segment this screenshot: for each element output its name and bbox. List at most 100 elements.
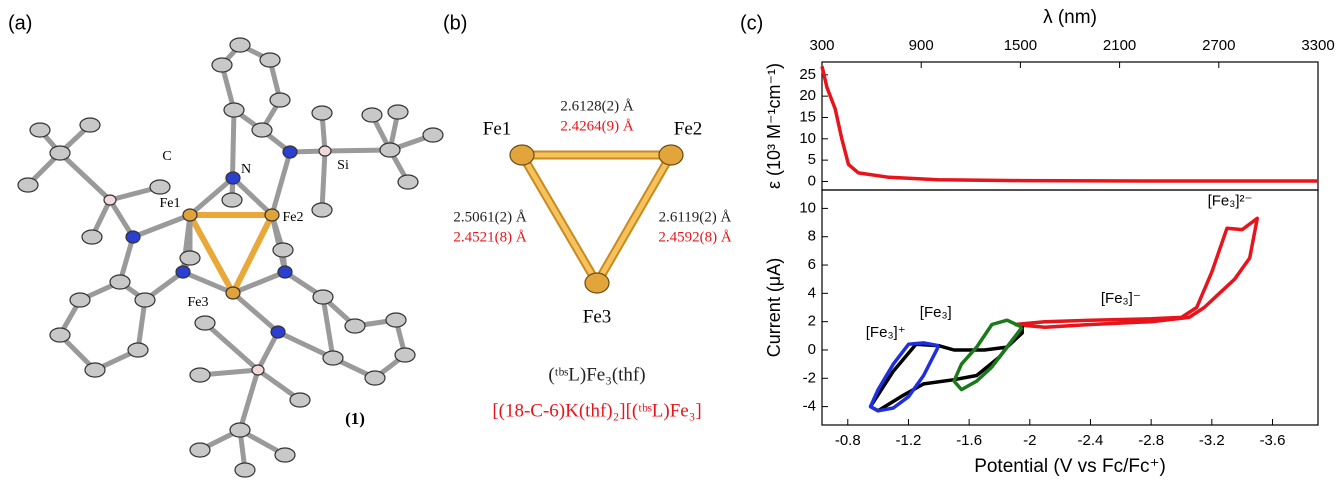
distance: 2.5061(2) Å <box>453 209 526 225</box>
atom <box>85 363 105 377</box>
atom <box>126 231 140 243</box>
atom <box>345 319 365 333</box>
atom <box>312 203 332 217</box>
atom <box>313 290 333 304</box>
atom <box>260 53 280 67</box>
x-tick-label: -1.6 <box>956 432 982 449</box>
annotation: [Fe₃]⁻ <box>1101 290 1141 307</box>
y-tick-label: 20 <box>799 87 816 104</box>
atom-label: N <box>241 162 251 177</box>
y-tick-label: -2 <box>803 369 816 386</box>
fe-fe-bond-highlight <box>522 155 597 283</box>
atom <box>278 266 292 278</box>
bond <box>272 152 290 215</box>
atom <box>226 172 240 184</box>
distance: 2.6128(2) Å <box>560 98 633 114</box>
x-tick-label: -3.6 <box>1260 432 1286 449</box>
atom <box>388 105 408 119</box>
atom <box>128 343 148 357</box>
fe-label: Fe1 <box>483 118 512 139</box>
atom <box>395 348 415 362</box>
x-tick-label: 300 <box>809 37 834 54</box>
atom <box>319 146 331 156</box>
atom <box>195 316 215 330</box>
compound-label: (1) <box>345 409 365 428</box>
y-tick-label: 10 <box>799 199 816 216</box>
atom <box>380 143 400 157</box>
atom <box>190 443 210 457</box>
fe-atom <box>510 145 534 165</box>
atom <box>252 123 272 137</box>
x-tick-label: -1.2 <box>896 432 922 449</box>
panel-label: (b) <box>443 12 467 34</box>
atom <box>362 108 382 122</box>
distance: 2.4521(8) Å <box>453 229 526 245</box>
atom <box>290 393 310 407</box>
atom <box>212 58 232 72</box>
annotation: [Fe₃] <box>920 304 952 321</box>
y-tick-label: -4 <box>803 398 816 415</box>
atom <box>252 365 264 375</box>
atom <box>365 371 385 385</box>
distance: 2.4264(9) Å <box>560 118 633 134</box>
atom-label: C <box>162 149 171 164</box>
panel-label: (a) <box>8 12 32 34</box>
plot-frame <box>822 62 1318 190</box>
atom <box>190 368 210 382</box>
atom <box>230 38 250 52</box>
atom <box>275 448 295 462</box>
atom-label: Fe3 <box>188 295 209 310</box>
fe-atom <box>659 145 683 165</box>
atom-label: Fe2 <box>283 210 304 225</box>
bond <box>322 151 325 210</box>
x-tick-label: 1500 <box>1004 37 1037 54</box>
atom <box>82 230 102 244</box>
x-tick-label: -2 <box>1023 432 1036 449</box>
y-tick-label: 5 <box>808 151 816 168</box>
atom <box>323 351 343 365</box>
y-tick-label: 0 <box>808 341 816 358</box>
atom-label: Fe1 <box>160 196 181 211</box>
x-tick-label: -2.8 <box>1138 432 1164 449</box>
y-tick-label: 6 <box>808 256 816 273</box>
fe-label: Fe2 <box>674 118 703 139</box>
distance: 2.6119(2) Å <box>659 209 732 225</box>
y-axis-label: Current (μA) <box>764 258 784 357</box>
atom <box>30 123 50 137</box>
panel-label: (c) <box>740 12 763 34</box>
atom <box>235 463 255 477</box>
atom <box>183 209 197 221</box>
atom <box>398 175 418 189</box>
bond <box>60 153 110 200</box>
fe-atom <box>585 273 609 293</box>
y-axis-label: ε (10³ M⁻¹cm⁻¹) <box>764 63 784 189</box>
atom <box>273 243 293 257</box>
atom <box>230 423 250 437</box>
plot-frame <box>822 190 1318 425</box>
atom <box>226 287 240 299</box>
x-tick-label: 3300 <box>1301 37 1334 54</box>
atom <box>283 146 297 158</box>
atom <box>224 103 244 117</box>
charts: 30090015002100270033000510152025λ (nm)ε … <box>764 7 1335 477</box>
bond <box>232 110 234 200</box>
y-tick-label: 15 <box>799 108 816 125</box>
y-tick-label: 25 <box>799 66 816 83</box>
atom <box>423 128 443 142</box>
x-tick-label: -3.2 <box>1199 432 1225 449</box>
x-axis-label: λ (nm) <box>1043 7 1097 28</box>
y-tick-label: 2 <box>808 313 816 330</box>
y-tick-label: 10 <box>799 130 816 147</box>
x-axis-label: Potential (V vs Fc/Fc⁺) <box>974 456 1166 477</box>
atom <box>150 180 170 194</box>
data-line <box>822 66 1318 181</box>
y-tick-label: 0 <box>808 172 816 189</box>
atom <box>222 193 242 207</box>
bond <box>133 215 190 237</box>
bond <box>205 323 258 370</box>
x-tick-label: 900 <box>909 37 934 54</box>
crystal-structure: CFe1Fe2Fe3NSi(1) <box>18 38 443 477</box>
atom <box>176 266 190 278</box>
atom <box>312 106 332 120</box>
data-line <box>1015 218 1258 327</box>
